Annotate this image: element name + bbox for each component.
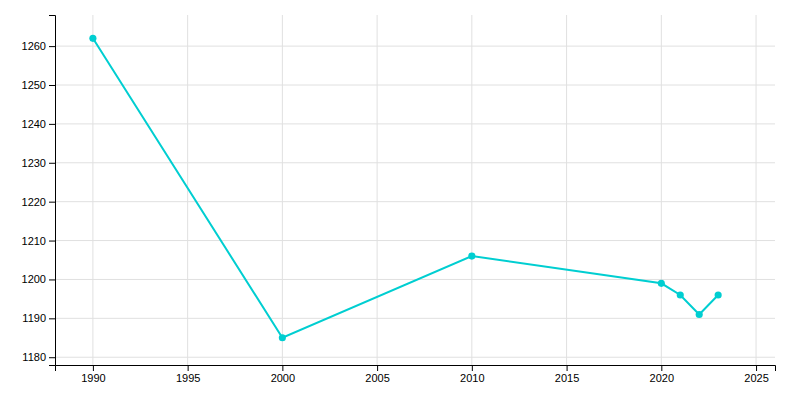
y-tick: 1220 (22, 196, 55, 208)
y-tick: 1190 (22, 312, 55, 324)
point (279, 334, 286, 341)
x-tick-label: 2025 (744, 372, 768, 384)
x-tick-mark (188, 365, 189, 371)
x-tick-mark (756, 365, 757, 371)
x-tick: 1990 (81, 365, 105, 384)
x-tick-label: 2020 (650, 372, 674, 384)
y-tick-label: 1250 (22, 79, 46, 91)
x-tick-label: 2005 (365, 372, 389, 384)
y-grid-line (55, 201, 775, 202)
y-tick: 1260 (22, 40, 55, 52)
x-axis-line (56, 366, 776, 372)
x-grid-line (377, 15, 378, 365)
y-tick-label: 1180 (22, 351, 46, 363)
x-grid-line (92, 15, 93, 365)
y-tick: 1240 (22, 118, 55, 130)
x-tick-label: 2015 (555, 372, 579, 384)
y-tick-label: 1230 (22, 157, 46, 169)
y-grid-line (55, 85, 775, 86)
y-tick-mark (49, 241, 55, 242)
y-axis-line (49, 16, 56, 366)
x-grid-line (282, 15, 283, 365)
x-tick-label: 2000 (271, 372, 295, 384)
y-tick: 1230 (22, 157, 55, 169)
y-grid-line (55, 240, 775, 241)
y-grid-line (55, 46, 775, 47)
y-tick-label: 1200 (22, 273, 46, 285)
x-tick-mark (282, 365, 283, 371)
y-tick-mark (49, 124, 55, 125)
x-grid-line (471, 15, 472, 365)
x-tick: 2010 (460, 365, 484, 384)
y-tick-mark (49, 357, 55, 358)
line (93, 38, 718, 337)
x-tick-mark (661, 365, 662, 371)
x-tick: 2020 (650, 365, 674, 384)
point (696, 311, 703, 318)
y-tick-label: 1220 (22, 196, 46, 208)
y-grid-line (55, 123, 775, 124)
y-tick: 1250 (22, 79, 55, 91)
y-tick-mark (49, 318, 55, 319)
point (468, 253, 475, 260)
y-tick-mark (49, 202, 55, 203)
y-tick-label: 1190 (22, 312, 46, 324)
x-tick-label: 1995 (176, 372, 200, 384)
x-tick-mark (567, 365, 568, 371)
x-tick: 2000 (271, 365, 295, 384)
x-tick-mark (377, 365, 378, 371)
point (715, 291, 722, 298)
y-tick-mark (49, 85, 55, 86)
x-tick: 2005 (365, 365, 389, 384)
y-tick-label: 1260 (22, 40, 46, 52)
series (89, 35, 721, 342)
y-tick-label: 1210 (22, 235, 46, 247)
y-tick-mark (49, 46, 55, 47)
y-tick-mark (49, 279, 55, 280)
x-tick-mark (93, 365, 94, 371)
x-tick-label: 2010 (460, 372, 484, 384)
x-grid-line (566, 15, 567, 365)
y-axis: 1180 1190 1200 1210 1220 1230 1240 1250 1260 (22, 16, 56, 366)
point (677, 291, 684, 298)
x-tick-mark (472, 365, 473, 371)
y-grid-line (55, 357, 775, 358)
y-tick: 1210 (22, 235, 55, 247)
x-grid-line (661, 15, 662, 365)
point (658, 280, 665, 287)
grid (55, 15, 775, 365)
x-tick-label: 1990 (81, 372, 105, 384)
y-tick-mark (49, 163, 55, 164)
y-grid-line (55, 162, 775, 163)
y-grid-line (55, 318, 775, 319)
y-tick-label: 1240 (22, 118, 46, 130)
point (89, 35, 96, 42)
x-axis: 1990 1995 2000 2005 2010 2015 2020 2025 (56, 365, 776, 384)
plot-area: 1990 1995 2000 2005 2010 2015 2020 2025 1180 1190… (22, 15, 776, 384)
chart: 1990 1995 2000 2005 2010 2015 2020 2025 1180 1190… (0, 0, 800, 400)
y-tick: 1180 (22, 351, 55, 363)
y-tick: 1200 (22, 273, 55, 285)
x-tick: 1995 (176, 365, 200, 384)
x-tick: 2025 (744, 365, 768, 384)
x-grid-line (756, 15, 757, 365)
x-tick: 2015 (555, 365, 579, 384)
